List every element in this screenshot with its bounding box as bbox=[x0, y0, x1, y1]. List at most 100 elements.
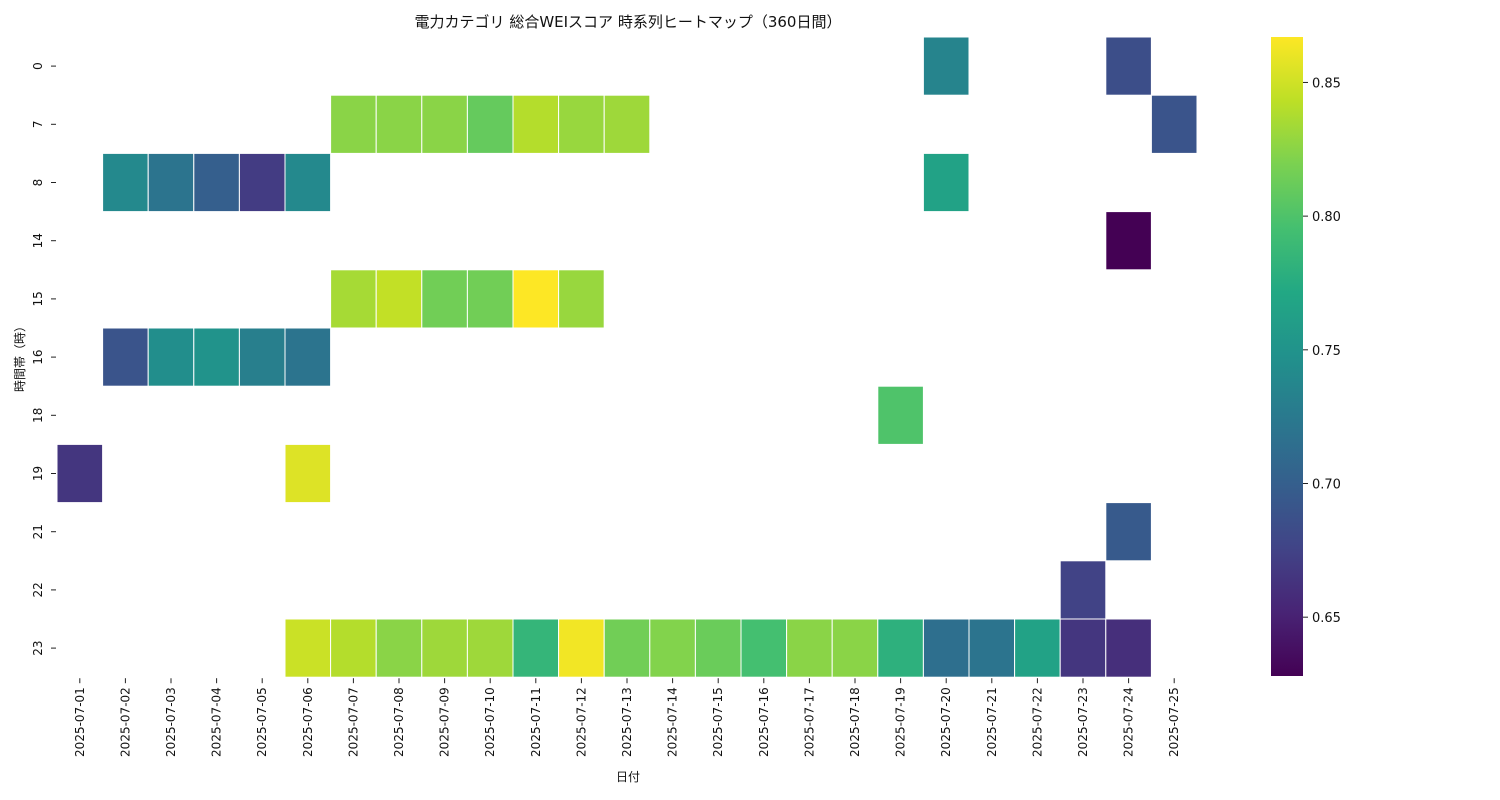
y-tick-label: 14 bbox=[31, 233, 45, 248]
heatmap-cell bbox=[603, 94, 651, 154]
heatmap-cell bbox=[786, 618, 833, 678]
heatmap-cell bbox=[56, 443, 104, 504]
x-tick-label: 2025-07-10 bbox=[483, 687, 497, 757]
heatmap-cell bbox=[284, 618, 332, 678]
heatmap-cell bbox=[421, 618, 468, 678]
heatmap-cell bbox=[375, 269, 423, 329]
heatmap-cells bbox=[56, 36, 1198, 678]
heatmap-cell bbox=[740, 618, 788, 678]
x-tick-label: 2025-07-16 bbox=[757, 687, 771, 757]
y-tick-label: 0 bbox=[31, 62, 45, 70]
heatmap-cell bbox=[877, 618, 924, 678]
heatmap-cell bbox=[831, 618, 879, 678]
y-tick-label: 15 bbox=[31, 291, 45, 306]
x-tick-label: 2025-07-13 bbox=[620, 687, 634, 757]
heatmap-cell bbox=[1059, 618, 1107, 678]
heatmap-cell bbox=[102, 152, 149, 213]
heatmap-cell bbox=[193, 327, 240, 387]
x-tick-label: 2025-07-18 bbox=[848, 687, 862, 757]
x-tick-label: 2025-07-12 bbox=[574, 687, 588, 757]
heatmap-cell bbox=[238, 152, 286, 213]
y-tick-label: 22 bbox=[31, 582, 45, 597]
heatmap-cell bbox=[558, 618, 605, 678]
y-tick-label: 23 bbox=[31, 640, 45, 655]
x-tick-label: 2025-07-25 bbox=[1167, 687, 1181, 757]
heatmap-cell bbox=[375, 618, 423, 678]
heatmap-cell bbox=[694, 618, 742, 678]
heatmap-cell bbox=[558, 269, 605, 329]
x-axis-title: 日付 bbox=[616, 770, 640, 784]
heatmap-cell bbox=[330, 618, 377, 678]
heatmap-cell bbox=[284, 443, 332, 504]
heatmap-cell bbox=[466, 618, 514, 678]
heatmap-cell bbox=[466, 94, 514, 154]
heatmap-cell bbox=[147, 327, 195, 387]
x-tick-label: 2025-07-19 bbox=[894, 687, 908, 757]
y-axis-ticks: 0 7 8 14 15 16 18 19 21 22 23 bbox=[31, 62, 56, 656]
heatmap-cell bbox=[1105, 618, 1152, 678]
y-tick-label: 8 bbox=[31, 179, 45, 187]
x-tick-label: 2025-07-15 bbox=[711, 687, 725, 757]
heatmap-cell bbox=[512, 618, 560, 678]
heatmap-cell bbox=[558, 94, 605, 154]
y-axis-title: 時間帯（時） bbox=[13, 320, 27, 392]
x-tick-label: 2025-07-06 bbox=[301, 687, 315, 757]
heatmap-cell bbox=[1105, 36, 1152, 96]
heatmap-cell bbox=[922, 618, 970, 678]
y-tick-label: 21 bbox=[31, 524, 45, 539]
x-tick-label: 2025-07-03 bbox=[164, 687, 178, 757]
heatmap-cell bbox=[147, 152, 195, 213]
colorbar-tick-label: 0.70 bbox=[1312, 477, 1341, 492]
heatmap-cell bbox=[193, 152, 240, 213]
x-tick-label: 2025-07-14 bbox=[666, 687, 680, 757]
y-tick-label: 19 bbox=[31, 466, 45, 481]
heatmap-cell bbox=[421, 94, 468, 154]
x-tick-label: 2025-07-17 bbox=[802, 687, 816, 757]
heatmap-cell bbox=[284, 152, 332, 213]
heatmap-cell bbox=[238, 327, 286, 387]
heatmap-cell bbox=[1059, 560, 1107, 620]
x-tick-label: 2025-07-08 bbox=[392, 687, 406, 757]
heatmap-cell bbox=[1150, 94, 1198, 154]
heatmap-cell bbox=[1105, 502, 1152, 562]
heatmap-cell bbox=[649, 618, 696, 678]
x-axis-ticks: 2025-07-01 2025-07-02 2025-07-03 2025-07-04… bbox=[73, 678, 1181, 757]
heatmap-cell bbox=[1014, 618, 1061, 678]
x-tick-label: 2025-07-11 bbox=[529, 687, 543, 757]
heatmap-cell bbox=[512, 269, 560, 329]
y-tick-label: 7 bbox=[31, 120, 45, 128]
x-tick-label: 2025-07-05 bbox=[255, 687, 269, 757]
colorbar-tick-label: 0.65 bbox=[1312, 611, 1341, 626]
x-tick-label: 2025-07-09 bbox=[438, 687, 452, 757]
heatmap-cell bbox=[603, 618, 651, 678]
heatmap-cell bbox=[102, 327, 149, 387]
colorbar-tick-label: 0.80 bbox=[1312, 210, 1341, 225]
x-tick-label: 2025-07-22 bbox=[1030, 687, 1044, 757]
x-tick-label: 2025-07-21 bbox=[985, 687, 999, 757]
y-tick-label: 18 bbox=[31, 408, 45, 423]
x-tick-label: 2025-07-02 bbox=[118, 687, 132, 757]
heatmap-cell bbox=[968, 618, 1016, 678]
heatmap-cell bbox=[330, 94, 377, 154]
chart-title: 電力カテゴリ 総合WEIスコア 時系列ヒートマップ（360日間） bbox=[415, 13, 842, 31]
heatmap-cell bbox=[466, 269, 514, 329]
heatmap-cell bbox=[284, 327, 332, 387]
heatmap-cell bbox=[330, 269, 377, 329]
heatmap-cell bbox=[421, 269, 468, 329]
colorbar bbox=[1271, 37, 1303, 676]
heatmap-cell bbox=[922, 152, 970, 213]
heatmap-cell bbox=[1105, 211, 1152, 271]
colorbar-tick-label: 0.85 bbox=[1312, 76, 1341, 91]
colorbar-tick-label: 0.75 bbox=[1312, 344, 1341, 359]
x-tick-label: 2025-07-07 bbox=[346, 687, 360, 757]
y-tick-label: 16 bbox=[31, 349, 45, 364]
x-tick-label: 2025-07-04 bbox=[210, 687, 224, 757]
heatmap-cell bbox=[877, 385, 924, 445]
colorbar-ticks: 0.65 0.70 0.75 0.80 0.85 bbox=[1303, 76, 1341, 626]
x-tick-label: 2025-07-01 bbox=[73, 687, 87, 757]
x-tick-label: 2025-07-24 bbox=[1122, 687, 1136, 757]
heatmap-cell bbox=[375, 94, 423, 154]
heatmap-cell bbox=[922, 36, 970, 96]
heatmap-cell bbox=[512, 94, 560, 154]
